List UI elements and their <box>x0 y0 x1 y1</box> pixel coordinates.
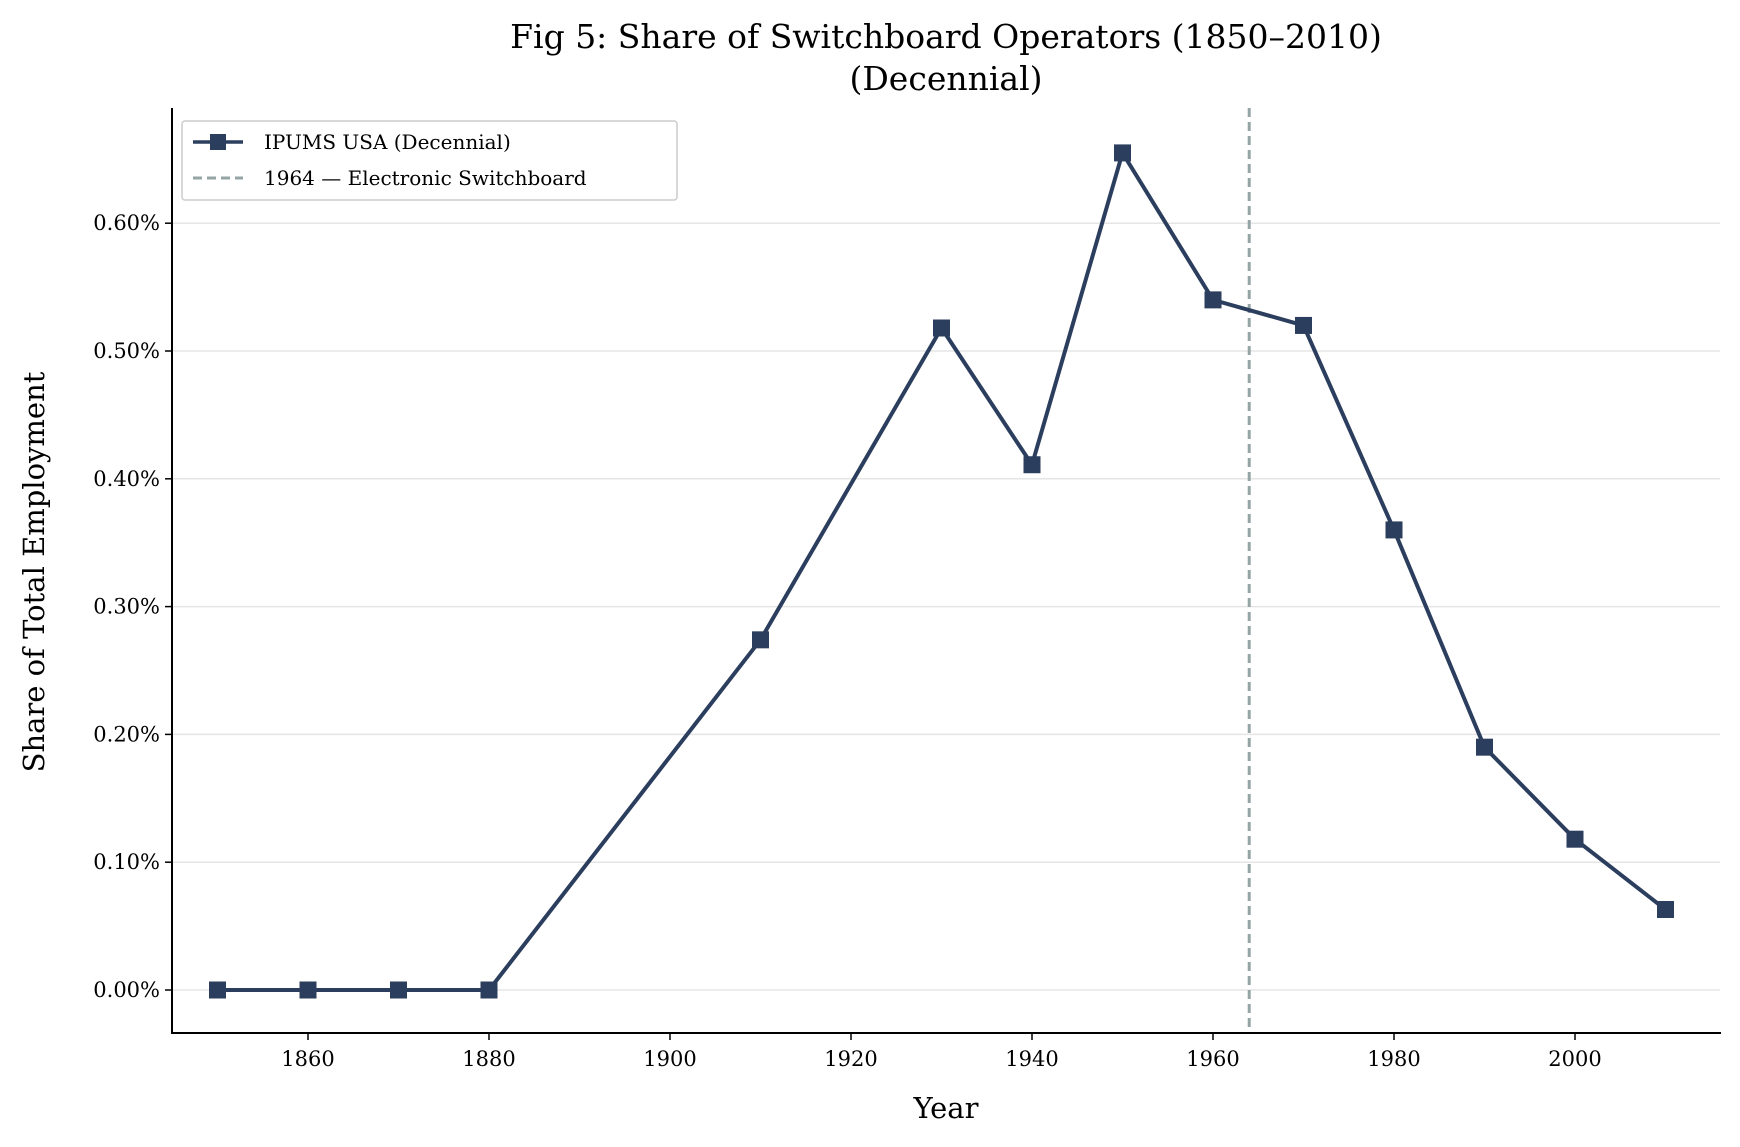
y-tick-label: 0.10% <box>93 850 160 874</box>
y-tick-label: 0.00% <box>93 978 160 1002</box>
data-point-1980 <box>1385 521 1403 539</box>
data-point-1850 <box>209 981 226 999</box>
legend-series-marker <box>210 134 226 150</box>
chart-subtitle: (Decennial) <box>849 59 1042 98</box>
x-tick-label: 1920 <box>824 1047 877 1071</box>
series-line <box>217 150 1667 992</box>
data-point-1970 <box>1295 316 1312 334</box>
legend-box <box>181 120 678 201</box>
legend: IPUMS USA (Decennial) 1964 — Electronic … <box>181 120 678 201</box>
data-point-1960 <box>1204 291 1222 309</box>
data-point-1870 <box>390 981 407 999</box>
x-tick-label: 1960 <box>1186 1047 1239 1071</box>
x-tick-label: 1880 <box>462 1047 515 1071</box>
data-point-1860 <box>299 981 317 999</box>
grid-lines <box>172 222 1720 991</box>
data-point-1910 <box>752 631 769 649</box>
legend-vline-label: 1964 — Electronic Switchboard <box>264 166 587 190</box>
x-tick-label: 1900 <box>643 1047 696 1071</box>
data-point-1950 <box>1114 144 1131 162</box>
x-ticks: 1860 1880 1900 1920 1940 1960 1980 2000 <box>281 1033 1602 1071</box>
data-point-1990 <box>1476 738 1493 756</box>
y-axis-label: Share of Total Employment <box>17 371 51 772</box>
x-tick-label: 2000 <box>1548 1047 1601 1071</box>
y-tick-label: 0.50% <box>93 339 160 363</box>
x-tick-label: 1860 <box>281 1047 334 1071</box>
x-axis-label: Year <box>913 1091 979 1125</box>
y-tick-label: 0.60% <box>93 211 160 235</box>
data-point-1930 <box>933 319 950 337</box>
data-point-1880 <box>480 981 498 999</box>
data-point-2000 <box>1566 830 1584 848</box>
data-point-2010 <box>1657 900 1674 918</box>
y-ticks: 0.00% 0.10% 0.20% 0.30% 0.40% 0.50% 0.60% <box>93 211 172 1002</box>
x-tick-label: 1940 <box>1005 1047 1058 1071</box>
x-tick-label: 1980 <box>1367 1047 1420 1071</box>
y-tick-label: 0.30% <box>93 595 160 619</box>
data-point-1940 <box>1023 456 1041 474</box>
y-tick-label: 0.40% <box>93 467 160 491</box>
legend-series-label: IPUMS USA (Decennial) <box>264 130 511 154</box>
series-layer <box>209 144 1674 999</box>
y-tick-label: 0.20% <box>93 722 160 746</box>
chart-title: Fig 5: Share of Switchboard Operators (1… <box>510 17 1382 56</box>
